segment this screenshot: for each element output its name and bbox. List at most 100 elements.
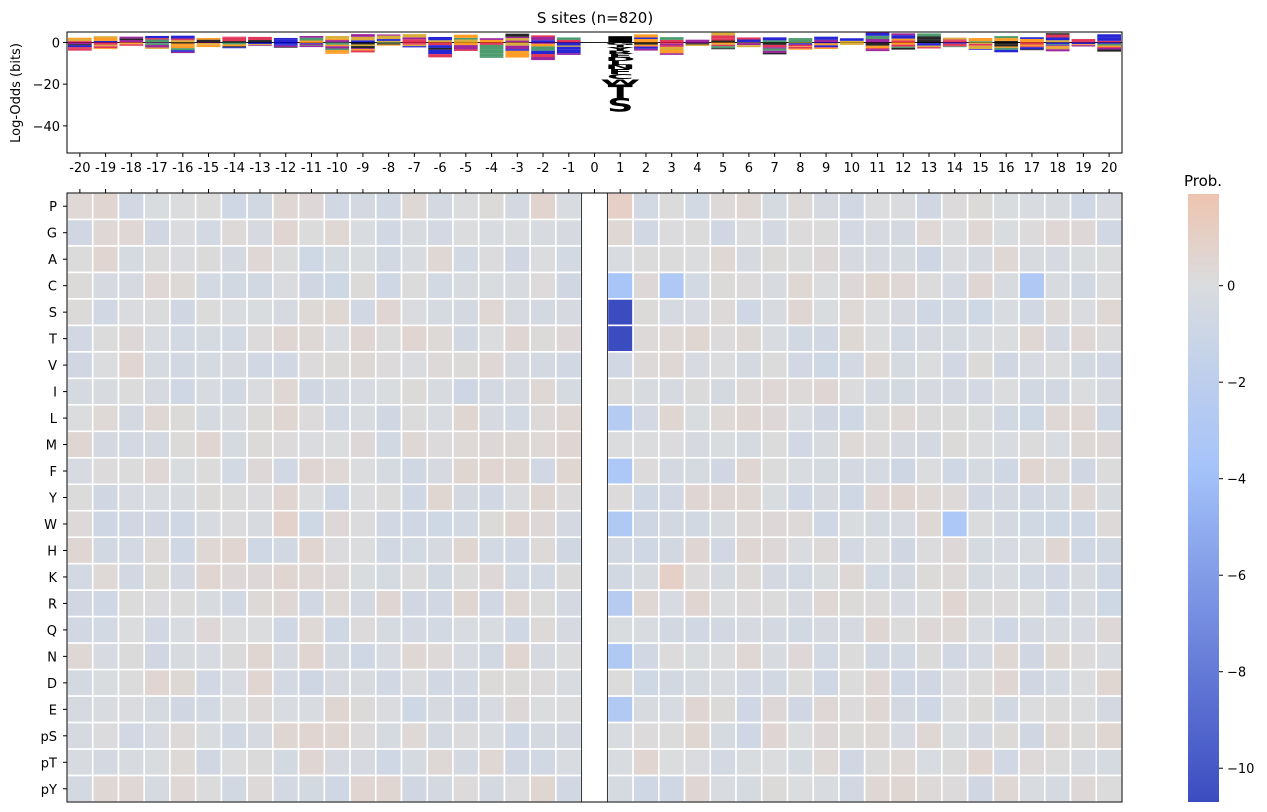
- heatmap-cell: [91, 589, 120, 618]
- heatmap-row-label: K: [48, 571, 57, 586]
- logo-letter-mark: [402, 46, 427, 48]
- heatmap-cell: [812, 271, 840, 300]
- heatmap-cell: [194, 695, 223, 724]
- heatmap-cell: [452, 668, 480, 697]
- heatmap-cell: [786, 351, 815, 380]
- heatmap-cell: [735, 430, 763, 459]
- logo-letter-mark: [659, 46, 684, 51]
- heatmap-cell: [143, 509, 171, 539]
- logo-letter-mark: [402, 37, 427, 40]
- logo-letter-mark: [865, 45, 890, 49]
- heatmap-cell: [297, 615, 326, 644]
- heatmap-cell: [503, 668, 531, 697]
- heatmap-cell: [503, 589, 531, 618]
- heatmap-cell: [452, 589, 480, 618]
- logo-letter-mark: [402, 44, 427, 47]
- heatmap-cell: [1044, 721, 1072, 750]
- heatmap-cell: [941, 536, 969, 565]
- heatmap-cell: [374, 721, 403, 750]
- heatmap-cell: [297, 695, 326, 724]
- heatmap-cell: [683, 509, 712, 539]
- heatmap-cell: [272, 668, 300, 697]
- heatmap-cell: [735, 774, 763, 803]
- heatmap-cell: [735, 562, 763, 591]
- heatmap-cell: [117, 721, 145, 750]
- logo-letter-mark: [1020, 47, 1044, 50]
- heatmap-cell: [272, 615, 300, 644]
- heatmap-cell: [169, 615, 197, 644]
- heatmap-cell: [760, 748, 789, 777]
- heatmap-cell: [246, 483, 274, 512]
- logo-letter-mark: [968, 41, 993, 43]
- heatmap-cell: [760, 192, 789, 221]
- heatmap-cell: [889, 430, 917, 459]
- heatmap-cell: [66, 377, 94, 406]
- logo-letter-mark: [453, 42, 478, 46]
- logo-letter-mark: [119, 36, 144, 39]
- heatmap-cell: [838, 351, 866, 380]
- heatmap-cell: [966, 668, 995, 697]
- heatmap-cell: [735, 589, 763, 618]
- heatmap-cell: [1018, 245, 1046, 274]
- logo-letter-mark: [814, 47, 838, 48]
- heatmap-cell: [272, 642, 300, 671]
- heatmap-cell: [272, 562, 300, 591]
- logo-x-tick-label: -12: [275, 161, 296, 176]
- heatmap-row-label: pS: [40, 730, 57, 745]
- logo-letter-mark: [170, 50, 195, 52]
- heatmap-cell: [658, 562, 686, 591]
- heatmap-cell: [555, 377, 583, 406]
- heatmap-cell: [760, 324, 789, 353]
- heatmap-cell: [477, 218, 506, 247]
- logo-letter-mark: [659, 45, 684, 47]
- logo-letter-mark: [145, 43, 169, 46]
- heatmap-cell: [374, 668, 403, 697]
- logo-letter-mark: [505, 53, 530, 58]
- logo-letter-mark: [351, 46, 375, 49]
- heatmap-cell: [349, 245, 377, 274]
- heatmap-cell: [812, 351, 840, 380]
- heatmap-cell: [400, 298, 429, 327]
- logo-letter-G: G: [605, 42, 635, 46]
- heatmap-cell: [863, 642, 892, 671]
- heatmap-cell: [966, 721, 995, 750]
- heatmap-cell: [117, 509, 145, 539]
- heatmap-cell: [760, 562, 789, 591]
- logo-letter-mark: [196, 43, 221, 45]
- heatmap-cell: [1069, 509, 1098, 539]
- heatmap-cell: [966, 642, 995, 671]
- heatmap-cell: [735, 298, 763, 327]
- heatmap-cell: [709, 324, 737, 353]
- logo-letter-mark: [299, 45, 324, 48]
- logo-letter-mark: [865, 39, 890, 43]
- logo-letter-mark: [865, 32, 890, 36]
- heatmap-cell: [889, 536, 917, 565]
- logo-letter-mark: [556, 45, 581, 47]
- heatmap-cell: [220, 536, 248, 565]
- heatmap-cell: [220, 589, 248, 618]
- heatmap-cell: [169, 430, 197, 459]
- heatmap-cell: [863, 589, 892, 618]
- logo-x-tick-label: -10: [327, 161, 348, 176]
- logo-letter-mark: [1045, 40, 1070, 43]
- logo-letter-mark: [762, 42, 787, 45]
- heatmap-cell: [452, 377, 480, 406]
- heatmap-cell: [169, 483, 197, 512]
- heatmap-cell: [272, 218, 300, 247]
- heatmap-cell: [91, 748, 120, 777]
- logo-letter-mark: [891, 40, 916, 43]
- logo-letter-mark: [531, 57, 555, 61]
- heatmap-cell: [658, 589, 686, 618]
- heatmap-cell: [812, 456, 840, 486]
- logo-letter-mark: [145, 39, 169, 43]
- heatmap-cell: [915, 483, 943, 512]
- logo-letter-mark: [865, 35, 890, 40]
- heatmap-cell: [297, 324, 326, 353]
- heatmap-cell: [1095, 245, 1123, 274]
- logo-letter-mark: [299, 37, 324, 41]
- heatmap-cell: [838, 456, 866, 486]
- heatmap-cell: [1018, 456, 1046, 486]
- heatmap-cell: [658, 509, 686, 539]
- logo-letter-mark: [994, 46, 1019, 48]
- heatmap-cell: [915, 509, 943, 539]
